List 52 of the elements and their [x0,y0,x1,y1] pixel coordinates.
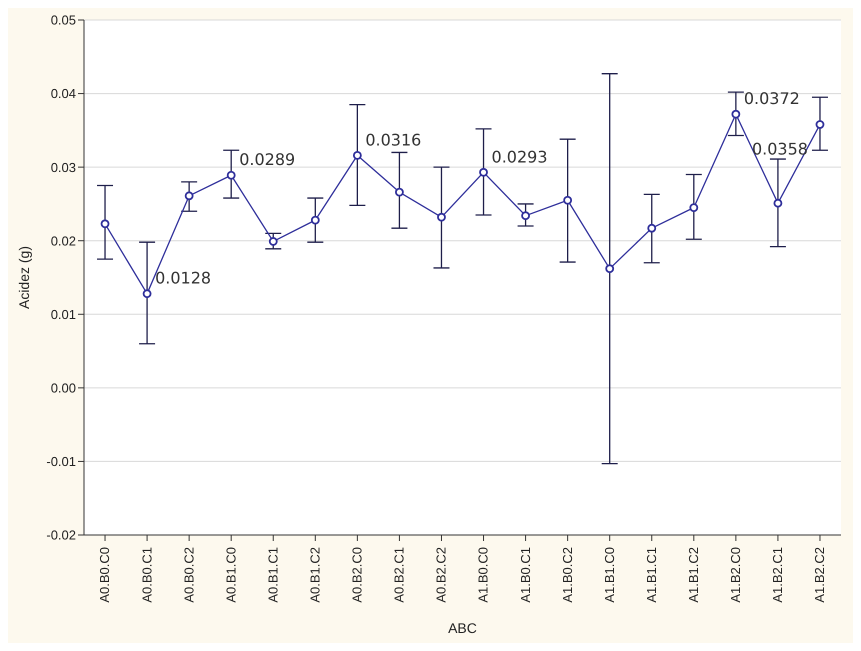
point [479,168,488,177]
point [563,196,572,205]
x-tick-label: A0.B2.C0 [350,547,365,603]
y-tick-label: -0.01 [46,454,76,470]
x-tick-label: A0.B2.C1 [392,547,407,603]
data-label: 0.0372 [744,89,800,108]
data-label: 0.0358 [752,139,808,158]
point [310,216,320,225]
y-tick-label: 0.01 [50,306,76,322]
x-axis-title: ABC [448,620,477,636]
point [521,211,530,220]
point [226,170,236,180]
x-tick-label: A1.B2.C0 [728,547,744,603]
point [395,188,404,197]
x-tick-label: A0.B1.C1 [265,547,280,603]
y-axis-title: Acidez (g) [16,246,32,310]
x-tick-label: A0.B0.C2 [181,547,196,603]
point [352,150,362,160]
y-tick-label: 0.04 [50,86,76,102]
x-tick-label: A1.B1.C1 [644,547,659,603]
x-tick-label: A1.B1.C0 [602,547,617,603]
point [268,237,278,246]
x-tick-label: A1.B0.C1 [518,547,533,603]
x-tick-label: A1.B2.C1 [770,547,786,603]
y-tick-label: -0.02 [46,528,76,543]
x-tick-label: A1.B0.C0 [476,547,491,603]
x-tick-label: A1.B2.C2 [812,547,828,603]
x-tick-label: A1.B1.C2 [686,547,702,603]
point [774,198,782,208]
point [689,203,698,212]
point [100,219,110,228]
x-tick-label: A0.B0.C1 [139,547,154,603]
data-label: 0.0293 [492,147,548,166]
point [142,289,152,298]
x-tick-label: A0.B2.C2 [434,547,449,603]
y-tick-label: 0.03 [50,160,76,175]
data-label: 0.0128 [155,268,212,288]
point [437,212,446,222]
y-tick-label: 0.05 [50,12,76,28]
x-tick-label: A1.B0.C2 [560,547,575,603]
y-tick-label: 0.00 [50,380,76,396]
x-tick-label: A0.B0.C0 [97,547,112,603]
data-label: 0.0289 [239,150,296,170]
x-tick-label: A0.B1.C0 [223,547,238,603]
data-label: 0.0316 [365,130,422,150]
x-tick-label: A0.B1.C2 [308,547,323,603]
point [184,191,194,200]
point [605,264,614,274]
point [731,110,740,119]
point [647,224,656,233]
y-tick-label: 0.02 [50,233,76,248]
point [816,120,824,129]
